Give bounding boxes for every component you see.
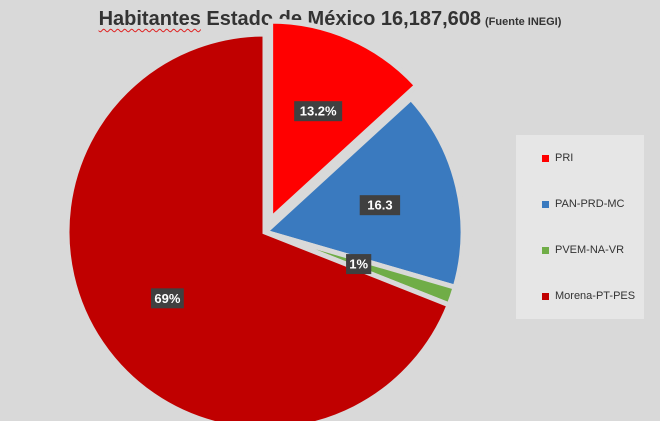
legend-item: PVEM-NA-VR <box>542 243 624 257</box>
data-label-box <box>346 254 372 275</box>
legend-label: PAN-PRD-MC <box>555 198 625 210</box>
chart-title-underlined-word: Habitantes <box>98 8 201 30</box>
pie-slice-pan-prd-mc <box>260 94 466 291</box>
legend-item: Morena-PT-PES <box>542 289 635 303</box>
legend-swatch <box>542 154 549 162</box>
chart-title: Habitantes Estado de México 16,187,608 (F… <box>0 8 660 31</box>
data-label: 13.2% <box>300 104 337 119</box>
pie-slice-morena-pt-pes <box>64 31 453 421</box>
data-label-box <box>359 195 401 216</box>
data-label-box <box>151 288 184 309</box>
legend-label: Morena-PT-PES <box>555 290 636 302</box>
data-label-box <box>294 101 343 122</box>
chart-source: (Fuente INEGI) <box>485 16 562 28</box>
legend-item: PRI <box>542 151 573 165</box>
legend-label: PVEM-NA-VR <box>555 244 625 256</box>
legend-swatch <box>542 200 549 208</box>
chart-legend: PRI PAN-PRD-MC PVEM-NA-VR Morena-PT-PES <box>516 135 644 319</box>
pie-slice-pri <box>268 18 421 225</box>
legend-item: PAN-PRD-MC <box>542 197 624 211</box>
data-label: 16.3 <box>367 198 392 213</box>
legend-swatch <box>542 246 549 254</box>
legend-label: PRI <box>555 152 574 164</box>
legend-swatch <box>542 292 549 300</box>
data-label: 1% <box>349 257 368 272</box>
data-label: 69% <box>154 291 180 306</box>
